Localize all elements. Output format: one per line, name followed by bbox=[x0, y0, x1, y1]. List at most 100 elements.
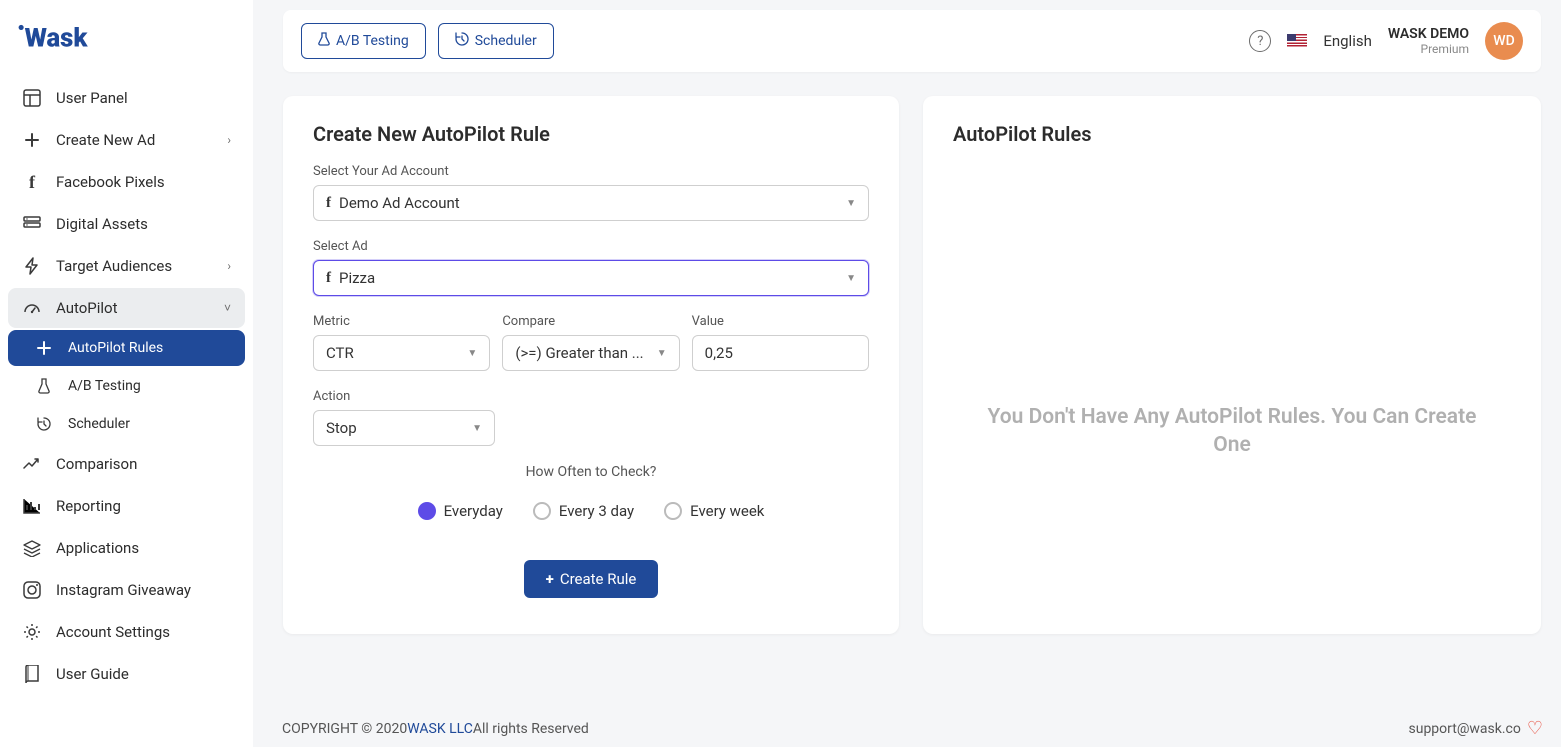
user-block[interactable]: WASK DEMO Premium bbox=[1388, 26, 1469, 56]
user-name: WASK DEMO bbox=[1388, 26, 1469, 42]
frequency-label: How Often to Check? bbox=[313, 464, 869, 480]
nav-label: User Guide bbox=[56, 665, 129, 683]
chevron-right-icon: › bbox=[227, 133, 231, 147]
plus-icon bbox=[36, 340, 52, 356]
value-input-wrap[interactable] bbox=[692, 335, 869, 371]
metric-value: CTR bbox=[326, 344, 354, 362]
action-select[interactable]: Stop ▼ bbox=[313, 410, 495, 446]
freq-option-everyday[interactable]: Everyday bbox=[418, 502, 503, 520]
nav-label: Comparison bbox=[56, 455, 137, 473]
nav-target-audiences[interactable]: Target Audiences› bbox=[8, 246, 245, 286]
chevron-down-icon: ▼ bbox=[467, 348, 477, 359]
nav-applications[interactable]: Applications bbox=[8, 528, 245, 568]
nav-label: User Panel bbox=[56, 89, 128, 107]
compare-select[interactable]: (>=) Greater than ... ▼ bbox=[502, 335, 679, 371]
support-link[interactable]: support@wask.co bbox=[1409, 721, 1521, 737]
empty-message: You Don't Have Any AutoPilot Rules. You … bbox=[953, 313, 1511, 460]
nav-a/b-testing[interactable]: A/B Testing bbox=[8, 368, 245, 404]
nav-user-guide[interactable]: User Guide bbox=[8, 654, 245, 694]
metric-select[interactable]: CTR ▼ bbox=[313, 335, 490, 371]
nav-label: Target Audiences bbox=[56, 257, 172, 275]
ab-testing-button[interactable]: A/B Testing bbox=[301, 23, 426, 59]
gear-icon bbox=[22, 622, 42, 642]
nav-label: Applications bbox=[56, 539, 139, 557]
ad-value: Pizza bbox=[339, 269, 375, 287]
value-label: Value bbox=[692, 314, 869, 329]
sidebar: Wask User Panel Create New Ad › fFacebook P… bbox=[0, 0, 253, 747]
value-input[interactable] bbox=[705, 344, 856, 362]
action-label: Action bbox=[313, 389, 495, 404]
chevron-down-icon: ▼ bbox=[846, 273, 856, 284]
freq-option-every-3-day[interactable]: Every 3 day bbox=[533, 502, 634, 520]
nav-account-settings[interactable]: Account Settings bbox=[8, 612, 245, 652]
bolt-icon bbox=[22, 256, 42, 276]
nav-instagram-giveaway[interactable]: Instagram Giveaway bbox=[8, 570, 245, 610]
freq-option-label: Everyday bbox=[444, 502, 503, 520]
user-tier: Premium bbox=[1388, 42, 1469, 56]
ad-label: Select Ad bbox=[313, 239, 869, 254]
chart-icon bbox=[22, 496, 42, 516]
chevron-down-icon: ▼ bbox=[657, 348, 667, 359]
dashboard-icon bbox=[22, 88, 42, 108]
freq-option-label: Every 3 day bbox=[559, 502, 634, 520]
copyright-suffix: All rights Reserved bbox=[473, 721, 589, 737]
nav-label: AutoPilot Rules bbox=[68, 340, 163, 356]
nav-label: Digital Assets bbox=[56, 215, 148, 233]
history-icon bbox=[455, 32, 469, 50]
help-icon[interactable]: ? bbox=[1249, 30, 1271, 52]
nav-label: Facebook Pixels bbox=[56, 173, 165, 191]
scheduler-label: Scheduler bbox=[475, 33, 537, 49]
nav-label: Account Settings bbox=[56, 623, 170, 641]
nav-digital-assets[interactable]: Digital Assets bbox=[8, 204, 245, 244]
freq-option-label: Every week bbox=[690, 502, 764, 520]
account-select[interactable]: f Demo Ad Account ▼ bbox=[313, 185, 869, 221]
copyright-prefix: COPYRIGHT © 2020 bbox=[282, 721, 407, 737]
radio-icon bbox=[533, 502, 551, 520]
radio-icon bbox=[418, 502, 436, 520]
facebook-icon: f bbox=[326, 195, 331, 212]
nav-label: Create New Ad bbox=[56, 131, 155, 149]
flag-icon bbox=[1287, 34, 1307, 48]
language-label[interactable]: English bbox=[1323, 32, 1372, 50]
avatar[interactable]: WD bbox=[1485, 22, 1523, 60]
trend-icon bbox=[22, 454, 42, 474]
plus-icon: + bbox=[546, 570, 554, 588]
form-title: Create New AutoPilot Rule bbox=[313, 122, 869, 146]
nav-label: Scheduler bbox=[68, 416, 130, 432]
account-value: Demo Ad Account bbox=[339, 194, 460, 212]
create-rule-label: Create Rule bbox=[560, 570, 637, 588]
nav-label: AutoPilot bbox=[56, 299, 118, 317]
nav-create-new-ad[interactable]: Create New Ad › bbox=[8, 120, 245, 160]
flask-icon bbox=[318, 32, 330, 50]
create-rule-card: Create New AutoPilot Rule Select Your Ad… bbox=[283, 96, 899, 634]
footer: COPYRIGHT © 2020 WASK LLC All rights Res… bbox=[282, 718, 1543, 739]
nav-label: Instagram Giveaway bbox=[56, 581, 191, 599]
nav-label: A/B Testing bbox=[68, 378, 141, 394]
account-label: Select Your Ad Account bbox=[313, 164, 869, 179]
assets-icon bbox=[22, 214, 42, 234]
nav-autopilot-rules[interactable]: AutoPilot Rules bbox=[8, 330, 245, 366]
create-rule-button[interactable]: + Create Rule bbox=[524, 560, 659, 598]
logo[interactable]: Wask bbox=[8, 18, 245, 78]
nav-scheduler[interactable]: Scheduler bbox=[8, 406, 245, 442]
nav-user-panel[interactable]: User Panel bbox=[8, 78, 245, 118]
facebook-icon: f bbox=[326, 270, 331, 287]
book-icon bbox=[22, 664, 42, 684]
chevron-down-icon: ▼ bbox=[472, 423, 482, 434]
action-value: Stop bbox=[326, 419, 357, 437]
nav-comparison[interactable]: Comparison bbox=[8, 444, 245, 484]
nav-facebook-pixels[interactable]: fFacebook Pixels bbox=[8, 162, 245, 202]
freq-option-every-week[interactable]: Every week bbox=[664, 502, 764, 520]
company-link[interactable]: WASK LLC bbox=[407, 721, 473, 737]
nav-reporting[interactable]: Reporting bbox=[8, 486, 245, 526]
ab-testing-label: A/B Testing bbox=[336, 33, 409, 49]
ad-select[interactable]: f Pizza ▼ bbox=[313, 260, 869, 296]
heart-icon: ♡ bbox=[1527, 718, 1543, 739]
scheduler-button[interactable]: Scheduler bbox=[438, 23, 554, 59]
nav-autopilot[interactable]: AutoPilot ˅ bbox=[8, 288, 245, 328]
metric-label: Metric bbox=[313, 314, 490, 329]
plus-icon bbox=[22, 130, 42, 150]
history-icon bbox=[36, 416, 52, 432]
chevron-right-icon: ˅ bbox=[224, 301, 231, 315]
instagram-icon bbox=[22, 580, 42, 600]
